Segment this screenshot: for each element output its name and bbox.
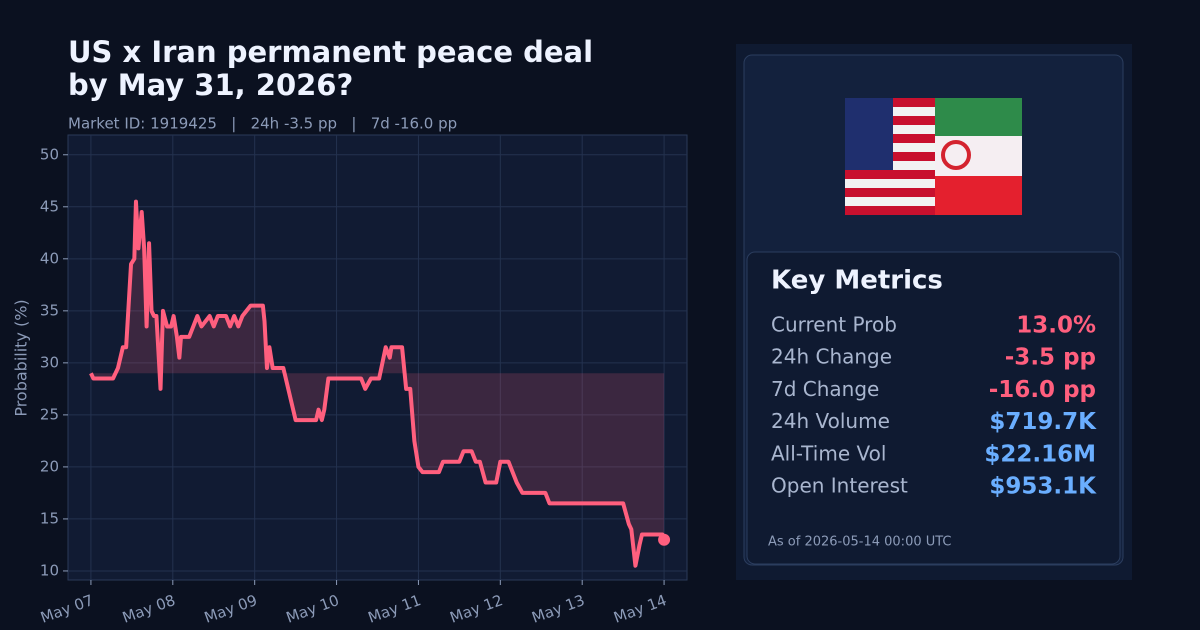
subtitle: Market ID: 1919425 | 24h -3.5 pp | 7d -1… — [68, 115, 457, 133]
y-tick-label: 50 — [40, 145, 59, 163]
metrics-card — [746, 251, 1121, 565]
price-line — [89, 199, 666, 568]
iran-flag — [935, 98, 1022, 215]
title-line: US x Iran permanent peace deal — [68, 35, 593, 69]
metric-label: 24h Volume — [771, 409, 890, 433]
metric-label: 24h Change — [771, 345, 892, 369]
metric-value: -16.0 pp — [989, 377, 1096, 403]
metrics-heading: Key Metrics — [771, 266, 943, 296]
y-tick-label: 20 — [40, 457, 59, 475]
last-point — [658, 533, 671, 546]
metric-value: $22.16M — [984, 441, 1096, 467]
y-tick-label: 35 — [40, 301, 59, 319]
footnote: As of 2026-05-14 00:00 UTC — [768, 535, 952, 550]
metric-value: $719.7K — [989, 409, 1097, 435]
title-line: by May 31, 2026? — [68, 68, 353, 102]
metric-value: -3.5 pp — [1005, 345, 1096, 371]
metric-label: Current Prob — [771, 313, 897, 337]
y-tick-label: 40 — [40, 249, 59, 267]
metric-label: 7d Change — [771, 377, 879, 401]
y-tick-label: 15 — [40, 509, 59, 527]
flag-image — [845, 98, 1022, 215]
y-tick-label: 10 — [40, 561, 59, 579]
plot-area — [67, 134, 688, 581]
metric-label: Open Interest — [771, 474, 908, 498]
y-tick-label: 45 — [40, 197, 59, 215]
shaded-area — [90, 201, 665, 566]
y-tick-label: 25 — [40, 405, 59, 423]
metric-label: All-Time Vol — [771, 441, 886, 465]
us-flag — [845, 98, 940, 215]
metric-value: $953.1K — [989, 474, 1097, 500]
y-tick-label: 30 — [40, 353, 59, 371]
metric-value: 13.0% — [1016, 313, 1096, 339]
y-axis-label: Probability (%) — [12, 299, 31, 416]
